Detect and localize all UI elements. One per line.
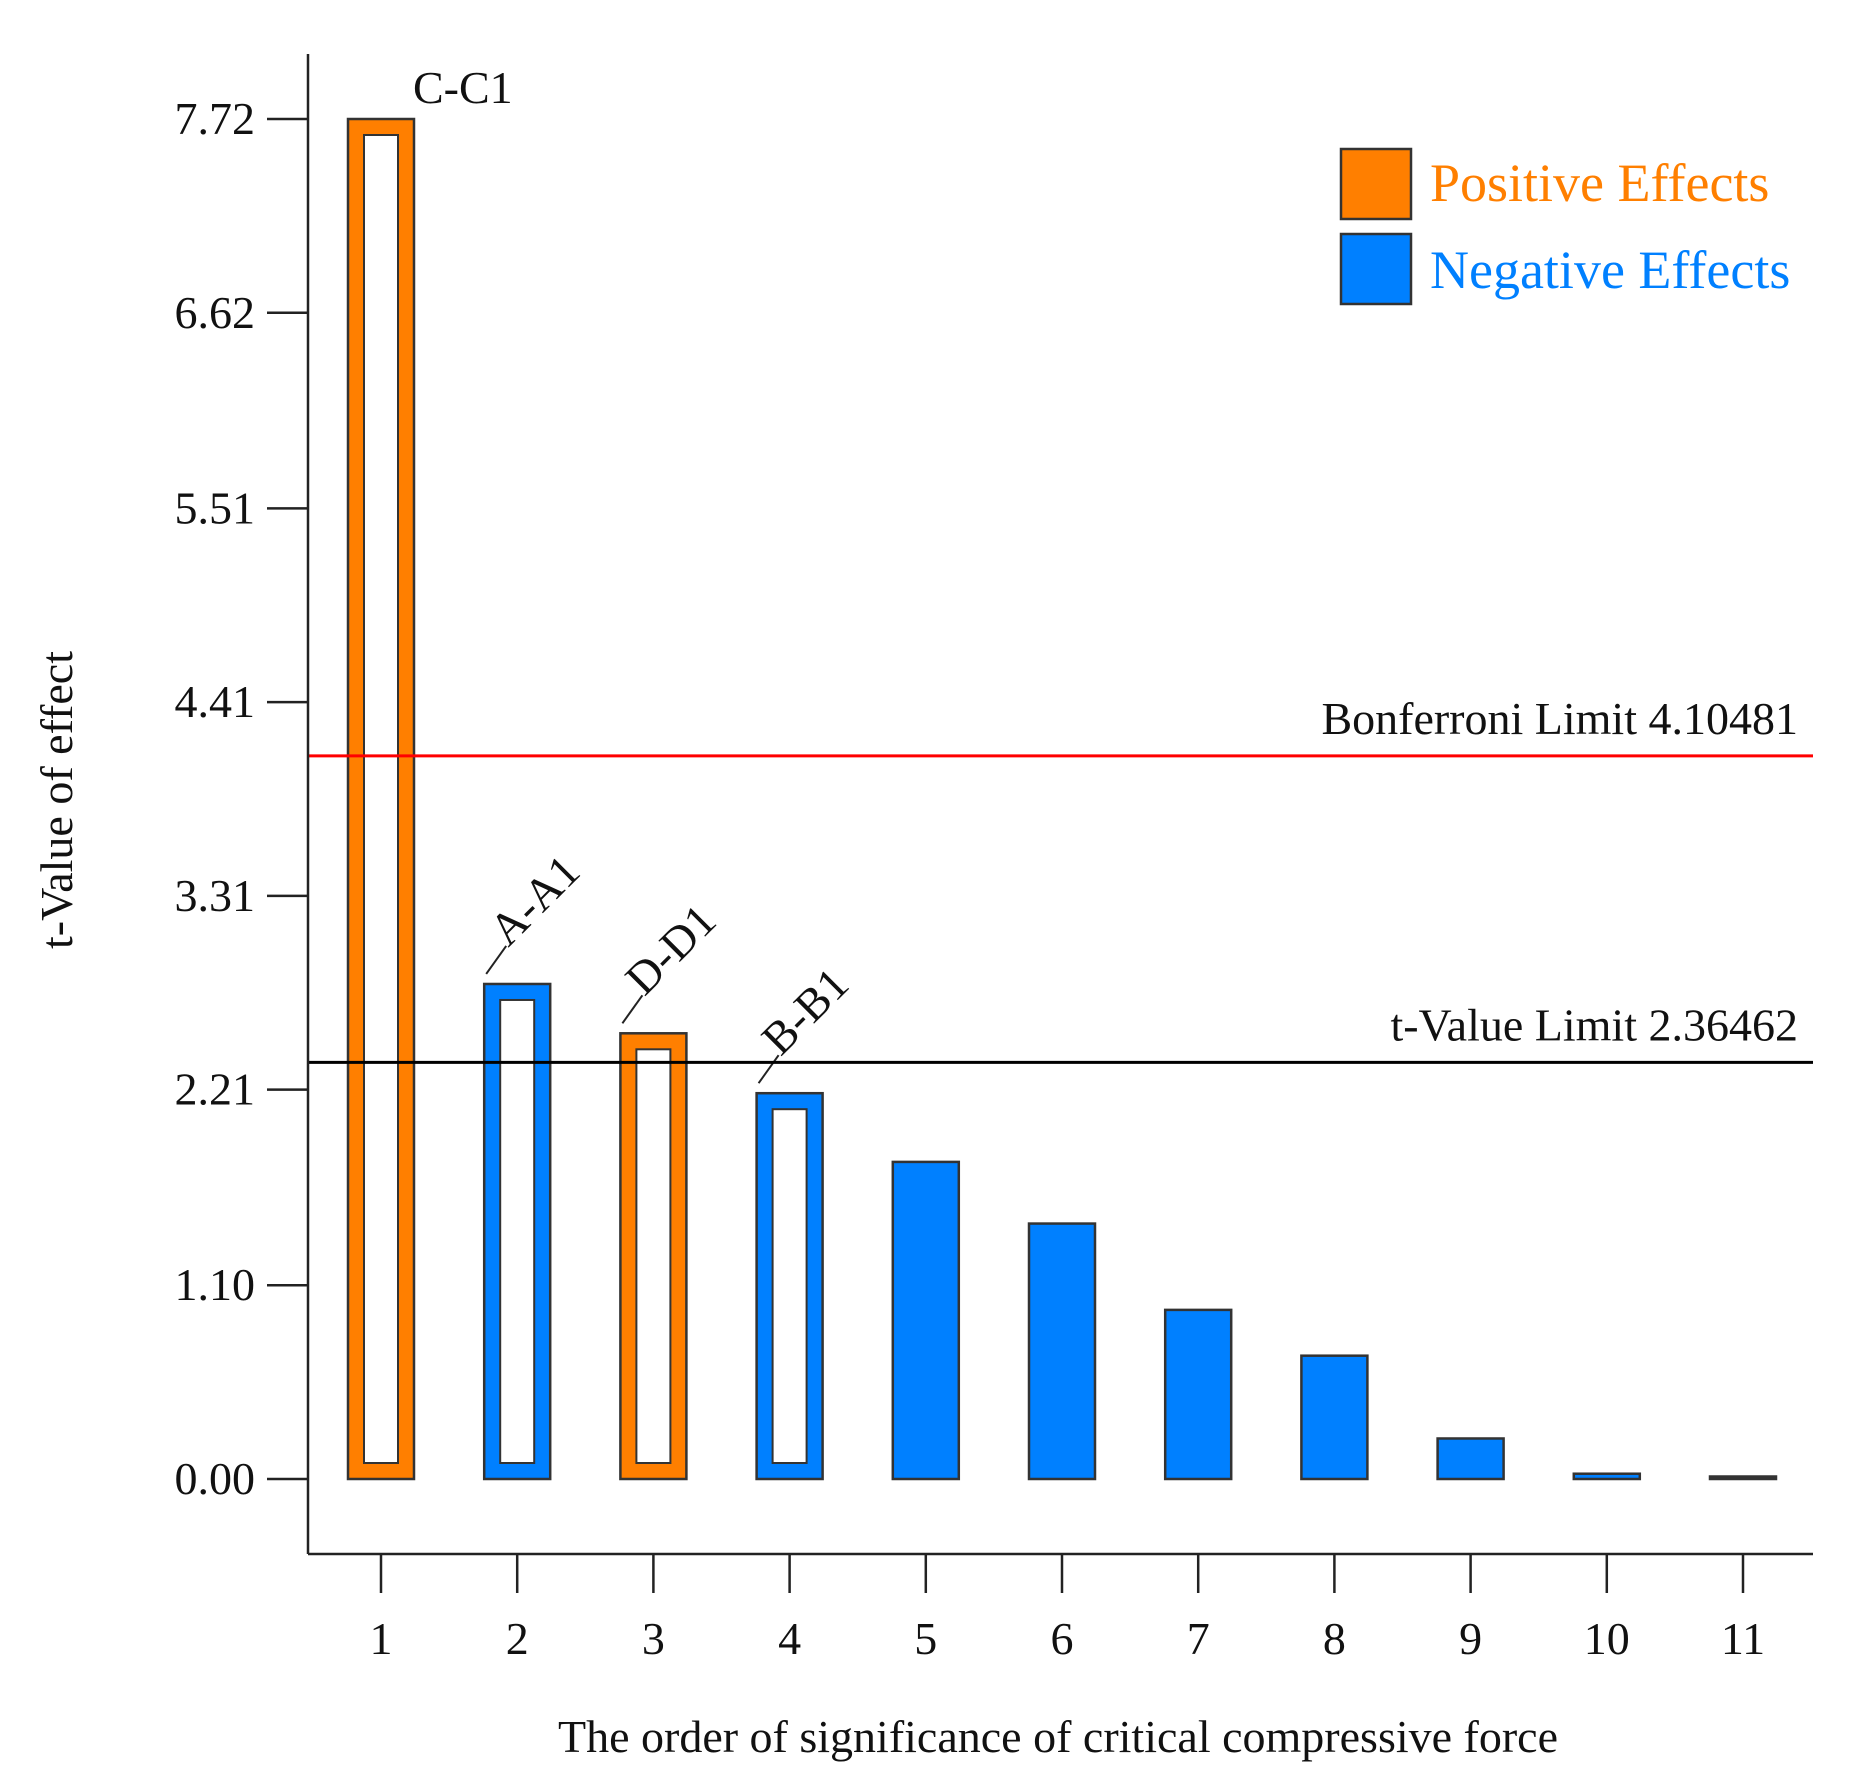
x-tick-label: 5: [914, 1613, 937, 1664]
x-tick-label: 6: [1051, 1613, 1074, 1664]
reference-lines-layer: Bonferroni Limit 4.10481 t-Value Limit 2.…: [308, 693, 1813, 1064]
bar-label-4: B-B1: [752, 958, 859, 1065]
legend: Positive Effects Negative Effects: [1339, 147, 1790, 306]
bar-label-2: A-A1: [479, 845, 589, 955]
y-tick-label: 0.00: [175, 1453, 256, 1504]
bar-8: [1300, 1354, 1369, 1481]
bar-7: [1163, 1308, 1233, 1481]
x-tick-label: 7: [1187, 1613, 1210, 1664]
x-tick-label: 1: [370, 1613, 393, 1664]
y-tick-label: 6.62: [175, 287, 256, 338]
reference-line-label-0: Bonferroni Limit 4.10481: [1321, 693, 1798, 744]
bar-inner-1: [363, 134, 399, 1464]
x-tick-label: 4: [778, 1613, 801, 1664]
y-tick-label: 4.41: [175, 676, 256, 727]
x-axis-title: The order of significance of critical co…: [558, 1711, 1558, 1762]
bar-label-leader-4: [757, 1054, 780, 1084]
y-tick-label: 5.51: [175, 482, 256, 533]
x-ticks: 1 2 3 4 5 6 7 8 9 10 11: [370, 1554, 1765, 1664]
legend-label-positive: Positive Effects: [1430, 153, 1769, 213]
y-tick-label: 1.10: [175, 1259, 256, 1310]
legend-swatch-positive: [1339, 147, 1413, 221]
x-tick-label: 8: [1323, 1613, 1346, 1664]
y-axis-title: t-Value of effect: [31, 651, 82, 949]
x-tick-label: 3: [642, 1613, 665, 1664]
legend-label-negative: Negative Effects: [1430, 240, 1790, 300]
bar-5: [891, 1160, 961, 1481]
bar-inner-4: [771, 1108, 808, 1464]
bar-inner-2: [499, 998, 536, 1465]
x-tick-label: 11: [1721, 1613, 1765, 1664]
x-tick-label: 10: [1584, 1613, 1630, 1664]
x-tick-label: 9: [1459, 1613, 1482, 1664]
bar-label-1: C-C1: [413, 62, 513, 113]
legend-swatch-negative: [1339, 232, 1413, 306]
bar-label-leader-2: [485, 945, 508, 975]
x-tick-label: 2: [506, 1613, 529, 1664]
bar-9: [1436, 1437, 1505, 1481]
bar-6: [1027, 1222, 1097, 1481]
y-tick-label: 2.21: [175, 1064, 256, 1115]
bar-label-3: D-D1: [615, 894, 725, 1004]
y-tick-label: 7.72: [175, 93, 256, 144]
bar-label-leader-3: [621, 994, 644, 1024]
bar-11: [1708, 1475, 1778, 1481]
y-ticks: 0.00 1.10 2.21 3.31 4.41 5.51 6.62 7.72: [175, 93, 308, 1504]
bars-layer: C-C1 A-A1 D-D1 B-B1: [346, 62, 1778, 1481]
bar-inner-3: [635, 1048, 672, 1465]
reference-line-label-1: t-Value Limit 2.36462: [1390, 999, 1798, 1050]
bar-10: [1572, 1472, 1642, 1481]
y-tick-label: 3.31: [175, 870, 256, 921]
